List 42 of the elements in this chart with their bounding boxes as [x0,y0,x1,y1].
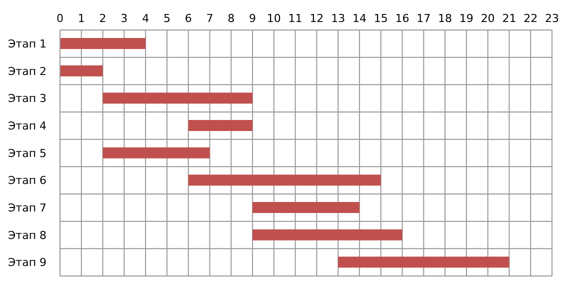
x-tick-label: 6 [184,12,192,25]
x-tick-label: 11 [288,12,302,25]
x-tick-label: 0 [56,12,64,25]
bar [102,92,253,104]
bar [252,202,360,213]
y-tick-label: Этап 4 [8,120,47,133]
bar [188,174,381,186]
x-tick-label: 1 [78,12,85,25]
x-tick-label: 17 [416,12,431,25]
y-tick-label: Этап 9 [8,256,47,270]
y-tick-label: Этап 3 [8,92,47,106]
bar [338,256,510,268]
x-tick-label: 22 [524,12,538,25]
x-tick-label: 15 [374,12,388,25]
x-tick-label: 16 [395,12,410,25]
x-tick-label: 8 [228,12,235,25]
x-tick-label: 23 [545,12,559,25]
y-tick-label: Этап 6 [8,174,47,188]
bar [102,147,210,158]
bar [188,120,253,131]
x-tick-label: 10 [266,12,281,25]
x-tick-label: 21 [502,12,516,25]
y-tick-label: Этап 8 [8,228,47,242]
x-tick-label: 20 [480,12,495,25]
bar [60,38,146,49]
x-tick-label: 18 [438,12,452,25]
x-tick-label: 12 [310,12,324,25]
x-tick-label: 5 [163,12,170,25]
bar [60,65,103,76]
x-tick-label: 7 [206,12,214,25]
x-tick-label: 4 [142,12,150,25]
y-tick-label: Этап 2 [8,64,47,78]
x-tick-label: 3 [120,12,128,25]
x-tick-label: 2 [99,12,106,25]
y-tick-label: Этап 1 [8,38,47,51]
x-tick-label: 14 [352,12,366,25]
x-tick-label: 19 [459,12,474,25]
bar [252,229,402,240]
y-tick-label: Этап 7 [8,202,47,215]
y-tick-label: Этап 5 [8,146,47,160]
x-tick-label: 13 [331,12,346,25]
x-tick-label: 9 [249,12,256,25]
